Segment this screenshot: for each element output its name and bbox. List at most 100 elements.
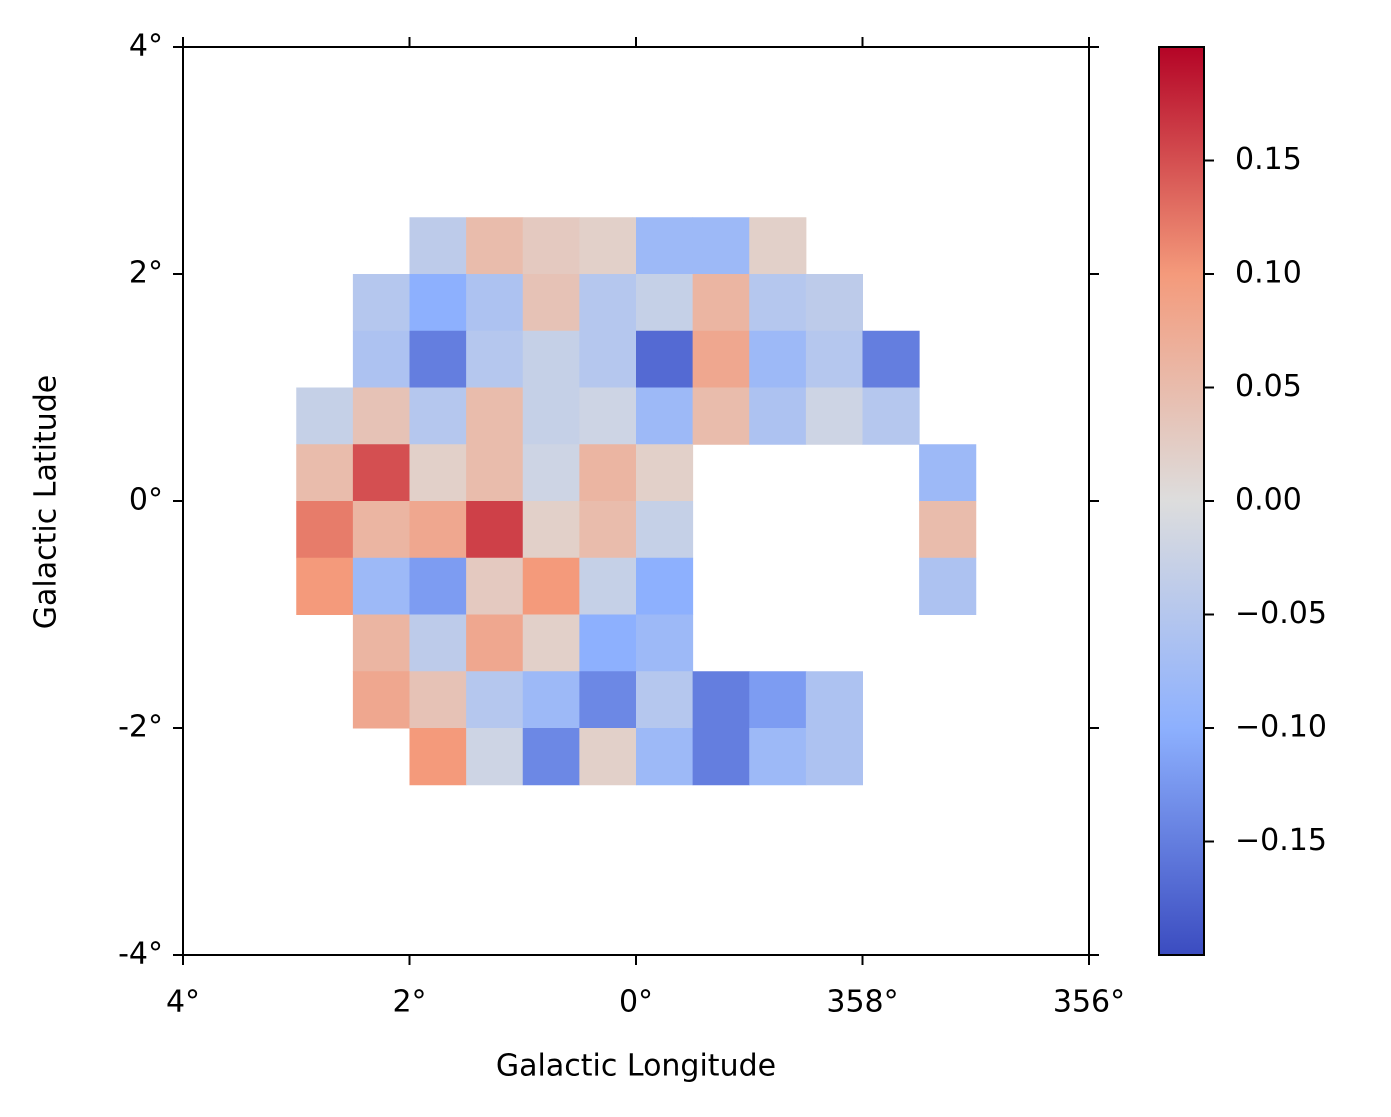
colorbar-tick-label: −0.10 [1235, 710, 1327, 745]
heatmap-cell [636, 557, 694, 615]
heatmap-cell [352, 444, 410, 502]
heatmap-cell [692, 728, 750, 786]
heatmap-cell [409, 501, 467, 559]
heatmap-cell [352, 557, 410, 615]
heatmap-cell [919, 444, 977, 502]
heatmap-cell [522, 217, 580, 275]
heatmap-cell [692, 330, 750, 388]
heatmap-cell [409, 274, 467, 332]
colorbar-tick-label: 0.00 [1235, 483, 1302, 518]
heatmap-cell [352, 274, 410, 332]
y-axis-label: Galactic Latitude [29, 375, 64, 629]
y-tick-label: -4° [118, 937, 163, 972]
heatmap-cell [636, 728, 694, 786]
heatmap-cell [692, 274, 750, 332]
heatmap-cell [692, 671, 750, 729]
heatmap-cell [352, 330, 410, 388]
heatmap-cell [296, 501, 354, 559]
heatmap-cell [692, 217, 750, 275]
heatmap-cell [352, 614, 410, 672]
x-tick-label: 0° [619, 985, 653, 1020]
x-tick-label: 4° [166, 985, 200, 1020]
heatmap-cell [579, 217, 637, 275]
heatmap-cell [466, 444, 524, 502]
heatmap-cell [296, 557, 354, 615]
heatmap-cell [579, 614, 637, 672]
heatmap-cell [522, 274, 580, 332]
heatmap-cell [296, 444, 354, 502]
heatmap-cell [636, 671, 694, 729]
y-tick-label: -2° [118, 710, 163, 745]
heatmap-cell [522, 614, 580, 672]
x-tick-label: 356° [1053, 985, 1125, 1020]
heatmap-cell [522, 728, 580, 786]
heatmap-cell [466, 330, 524, 388]
y-tick-label: 0° [129, 483, 163, 518]
heatmap-cell [409, 330, 467, 388]
heatmap-cell [805, 274, 863, 332]
heatmap-cell [749, 728, 807, 786]
heatmap-cell [805, 671, 863, 729]
heatmap-cell [579, 671, 637, 729]
heatmap-cell [522, 330, 580, 388]
heatmap-cell [522, 557, 580, 615]
heatmap-cell [466, 387, 524, 445]
y-tick-label: 4° [129, 29, 163, 64]
heatmap-cell [579, 728, 637, 786]
heatmap-cell [636, 274, 694, 332]
heatmap-cell [579, 444, 637, 502]
x-axis-label: Galactic Longitude [496, 1049, 776, 1084]
heatmap-cell [636, 614, 694, 672]
heatmap-cell [919, 501, 977, 559]
heatmap-cell [352, 671, 410, 729]
colorbar-tick-label: 0.05 [1235, 369, 1302, 404]
heatmap-cell [522, 444, 580, 502]
heatmap-cell [296, 387, 354, 445]
heatmap-cell [636, 387, 694, 445]
x-tick-label: 358° [826, 985, 898, 1020]
heatmap-cell [466, 557, 524, 615]
heatmap-cell [579, 330, 637, 388]
heatmap-cell [579, 501, 637, 559]
heatmap-cell [579, 387, 637, 445]
heatmap-cell [749, 330, 807, 388]
heatmap-cell [409, 671, 467, 729]
heatmap-cell [749, 217, 807, 275]
heatmap-cell [862, 387, 920, 445]
colorbar [1158, 46, 1205, 956]
heatmap-cell [409, 557, 467, 615]
colorbar-tick-label: −0.05 [1235, 596, 1327, 631]
colorbar-tick-label: 0.15 [1235, 142, 1302, 177]
heatmap-cell [579, 557, 637, 615]
heatmap-cell [579, 274, 637, 332]
heatmap-cell [466, 728, 524, 786]
heatmap-cell [749, 274, 807, 332]
y-tick-label: 2° [129, 256, 163, 291]
colorbar-tick-label: −0.15 [1235, 823, 1327, 858]
heatmap-cell [466, 274, 524, 332]
heatmap-cell [919, 557, 977, 615]
heatmap-cell [692, 387, 750, 445]
heatmap-cell [805, 330, 863, 388]
heatmap-cell [409, 728, 467, 786]
heatmap-cell [409, 444, 467, 502]
heatmap-cell [522, 387, 580, 445]
heatmap-cell [409, 614, 467, 672]
heatmap-cell [636, 444, 694, 502]
heatmap-cell [466, 614, 524, 672]
heatmap-cell [805, 728, 863, 786]
heatmap-cell [409, 387, 467, 445]
heatmap-cell [805, 387, 863, 445]
heatmap-cell [749, 387, 807, 445]
heatmap-cell [466, 217, 524, 275]
heatmap-cell [522, 501, 580, 559]
heatmap-cell [636, 217, 694, 275]
heatmap-cell [636, 501, 694, 559]
heatmap-cell [749, 671, 807, 729]
heatmap-cell [636, 330, 694, 388]
heatmap-cell [409, 217, 467, 275]
heatmap-cell [466, 501, 524, 559]
heatmap-cell [352, 501, 410, 559]
heatmap-cell [522, 671, 580, 729]
